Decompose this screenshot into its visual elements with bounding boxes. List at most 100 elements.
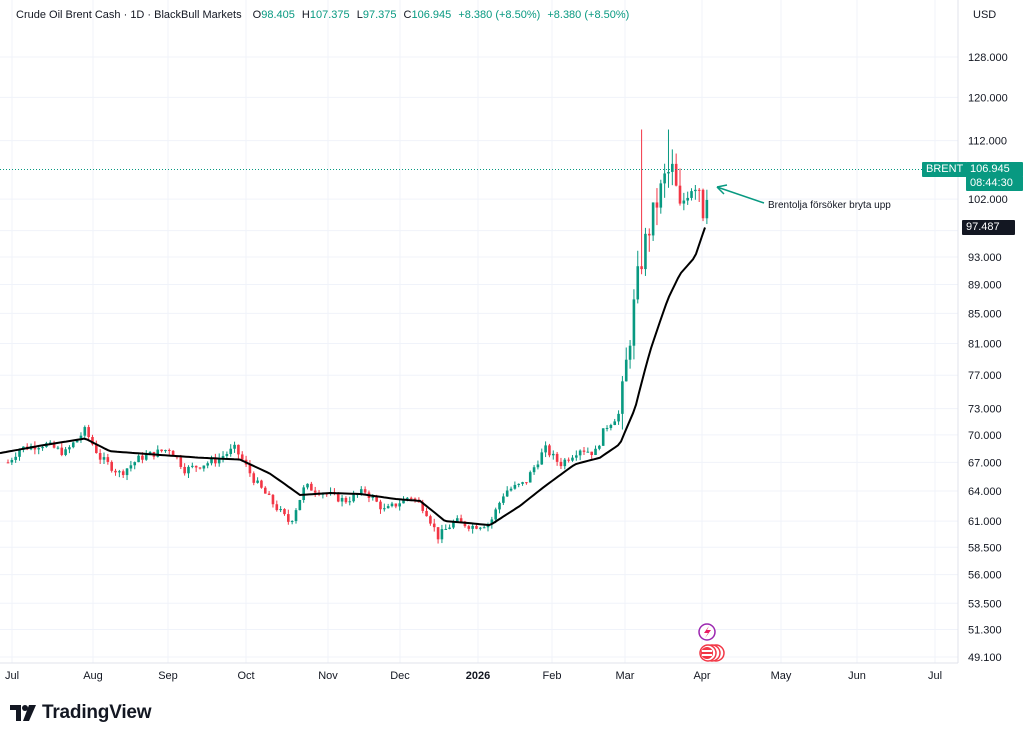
candle <box>137 454 140 463</box>
candle <box>517 483 521 488</box>
close-label: C <box>403 9 412 21</box>
price-tick-label: 102.000 <box>968 194 1008 206</box>
countdown-tag: 08:44:30 <box>966 176 1023 191</box>
candle <box>52 440 56 449</box>
candle <box>690 188 693 201</box>
price-tick-label: 58.500 <box>968 542 1002 554</box>
candle <box>605 425 609 432</box>
candle <box>644 227 647 276</box>
candle <box>502 493 505 506</box>
candle <box>110 460 113 473</box>
candle <box>183 463 186 476</box>
candle <box>440 524 444 544</box>
symbol-title: Crude Oil Brent Cash · 1D · BlackBull Ma… <box>16 9 242 21</box>
candle <box>248 460 252 477</box>
candle <box>56 445 60 450</box>
candle <box>306 483 309 490</box>
candle <box>667 129 670 188</box>
open-value: 98.405 <box>261 9 295 21</box>
candle <box>267 491 271 496</box>
dividend-event-icon[interactable] <box>698 623 716 641</box>
candle <box>152 451 156 460</box>
candle <box>260 479 263 489</box>
time-tick-label: Dec <box>390 670 410 682</box>
candle <box>525 482 528 485</box>
candle <box>479 526 482 531</box>
candle <box>214 453 217 467</box>
candle <box>578 449 582 461</box>
candle <box>206 461 209 469</box>
event-icons <box>698 623 725 662</box>
candle <box>444 524 448 530</box>
candle <box>640 129 643 275</box>
time-tick-label: Mar <box>616 670 635 682</box>
price-tick-label: 73.000 <box>968 404 1002 416</box>
candle <box>79 432 83 443</box>
candle <box>187 465 190 478</box>
price-axis: 128.000120.000112.000102.00097.00093.000… <box>968 52 1008 664</box>
candle <box>594 445 597 456</box>
candle <box>429 514 432 526</box>
price-tick-label: 51.300 <box>968 625 1002 637</box>
candle <box>129 460 133 472</box>
candle <box>221 451 225 463</box>
candle <box>678 168 682 206</box>
last-price-tag: 106.945 <box>966 162 1023 177</box>
candle <box>386 503 390 509</box>
tradingview-logo[interactable]: TradingView <box>10 702 152 724</box>
candle <box>697 187 701 202</box>
candle <box>133 461 137 470</box>
tradingview-icon <box>10 705 36 721</box>
candle <box>191 462 194 469</box>
candle <box>459 514 463 522</box>
candle <box>686 191 689 205</box>
candle <box>448 524 451 530</box>
candle <box>379 499 382 514</box>
candle <box>582 446 586 455</box>
arrow-head-icon <box>716 184 728 195</box>
symbol-header: Crude Oil Brent Cash · 1D · BlackBull Ma… <box>16 9 633 21</box>
candle <box>663 163 666 198</box>
candle <box>310 481 313 491</box>
candle <box>398 498 401 511</box>
candle <box>509 486 513 492</box>
currency-selector[interactable]: USD <box>973 9 997 21</box>
price-tick-label: 120.000 <box>968 92 1008 104</box>
candle <box>340 495 344 507</box>
candle <box>383 503 386 512</box>
candle <box>167 448 171 455</box>
moving-average-layer <box>0 227 706 527</box>
candle <box>609 423 613 431</box>
candle <box>567 457 570 463</box>
candle <box>636 250 640 304</box>
economic-event-flag-icon[interactable] <box>699 644 725 662</box>
symbol-price-tag: BRENT <box>922 162 968 177</box>
price-tick-label: 77.000 <box>968 370 1002 382</box>
candle <box>198 467 202 470</box>
candle <box>528 470 532 483</box>
annotation-text[interactable]: Brentolja försöker bryta upp <box>768 200 891 211</box>
candle <box>613 418 617 426</box>
candle <box>694 184 697 200</box>
candle <box>83 425 87 438</box>
time-axis: Jul Aug Sep Oct Nov Dec 2026 Feb Mar Apr May Jun Jul <box>5 670 942 682</box>
price-tick-label: 61.000 <box>968 516 1002 528</box>
annotation-arrow-line[interactable] <box>716 186 765 204</box>
candle <box>475 524 478 530</box>
low-label: L <box>356 9 363 21</box>
candle <box>513 481 517 490</box>
candle <box>344 496 348 504</box>
candle <box>298 499 302 511</box>
candle <box>586 447 590 453</box>
candle <box>60 443 64 457</box>
candle <box>121 469 125 478</box>
candle <box>532 465 536 475</box>
candle <box>71 441 75 449</box>
price-tick-label: 81.000 <box>968 339 1002 351</box>
price-tick-label: 64.000 <box>968 486 1002 498</box>
candle <box>37 445 41 455</box>
candle <box>313 486 317 497</box>
candle <box>275 500 279 512</box>
low-value: 97.375 <box>362 9 397 21</box>
